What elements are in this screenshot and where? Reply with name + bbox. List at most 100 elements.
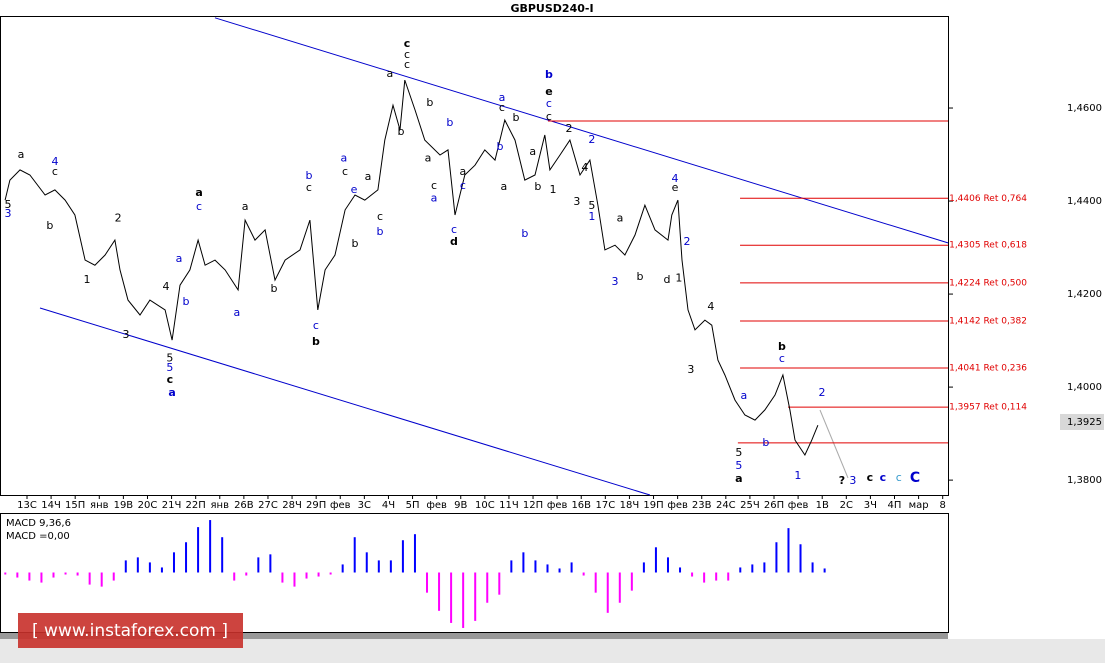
wave-label: a <box>499 91 506 104</box>
x-tick-label: 18Ч <box>620 500 640 511</box>
macd-bar <box>112 572 115 581</box>
y-tick-label: 1,4200 <box>1067 289 1102 300</box>
projection-line <box>819 409 849 479</box>
wave-label: d <box>664 273 671 286</box>
wave-label: 3 <box>849 474 856 487</box>
wave-label: a <box>501 180 508 193</box>
fib-label: 1,4406 Ret 0,764 <box>949 194 1027 204</box>
macd-bar <box>426 572 429 593</box>
x-tick-label: 23В <box>692 500 712 511</box>
macd-bar <box>233 572 236 581</box>
macd-bar <box>221 537 224 573</box>
y-tick-label: 1,4600 <box>1067 103 1102 114</box>
wave-label: b <box>46 219 53 232</box>
wave-label: b <box>778 340 786 353</box>
wave-label: 4 <box>671 172 678 185</box>
fib-label: 1,4041 Ret 0,236 <box>949 364 1027 374</box>
x-tick-label: 17С <box>595 500 615 511</box>
x-tick-label: 26П <box>764 500 784 511</box>
x-tick-label: 10С <box>475 500 495 511</box>
wave-label: a <box>176 252 183 265</box>
macd-bar <box>486 572 489 603</box>
x-tick-label: 3С <box>358 500 371 511</box>
wave-label: 5 <box>588 199 595 212</box>
wave-label: e <box>545 85 552 98</box>
wave-label: c <box>167 373 174 386</box>
fib-label: 1,4142 Ret 0,382 <box>949 317 1027 327</box>
macd-bar <box>16 572 19 578</box>
macd-bar <box>811 562 814 573</box>
macd-bar <box>498 572 501 595</box>
wave-label: 2 <box>588 133 595 146</box>
wave-label: 3 <box>573 195 580 208</box>
current-price-box <box>1060 413 1104 430</box>
trend-line <box>214 17 949 244</box>
wave-label: e <box>351 183 358 196</box>
x-tick-label: 15П <box>65 500 85 511</box>
macd-bar <box>100 572 103 587</box>
macd-bar <box>341 564 344 573</box>
wave-label: 1 <box>588 210 595 223</box>
macd-bar <box>654 547 657 573</box>
wave-label: 4 <box>707 300 714 313</box>
macd-bar <box>88 572 91 585</box>
wave-label: 3 <box>611 275 618 288</box>
wave-label: a <box>195 186 202 199</box>
x-tick-label: 26В <box>234 500 254 511</box>
wave-label: a <box>18 148 25 161</box>
macd-bar <box>329 572 332 575</box>
x-tick-label: 13С <box>17 500 37 511</box>
macd-bar <box>28 572 31 581</box>
wave-label: 2 <box>115 211 122 224</box>
macd-bar <box>136 557 139 573</box>
macd-bar <box>775 542 778 573</box>
x-tick-label: 3Ч <box>864 500 877 511</box>
wave-label: b <box>762 436 769 449</box>
macd-bar <box>353 537 356 573</box>
macd-bar <box>124 560 127 573</box>
y-tick-label: 1,4000 <box>1067 382 1102 393</box>
macd-bar <box>679 567 682 573</box>
x-tick-label: 5П <box>406 500 420 511</box>
x-tick-label: 1В <box>816 500 829 511</box>
wave-label: b <box>377 225 384 238</box>
macd-bar <box>317 572 320 577</box>
macd-bar <box>582 572 585 576</box>
macd-bar <box>618 572 621 603</box>
x-tick-label: янв <box>211 500 230 511</box>
macd-bar <box>365 552 368 573</box>
wave-label: c <box>431 179 437 192</box>
macd-bar <box>197 527 200 573</box>
macd-bar <box>52 572 55 578</box>
x-tick-label: 21Ч <box>162 500 182 511</box>
y-tick-label: 1,4400 <box>1067 196 1102 207</box>
x-tick-label: 4П <box>888 500 902 511</box>
x-tick-label: 8 <box>940 500 946 511</box>
macd-bar <box>594 572 597 593</box>
wave-label: a <box>387 67 394 80</box>
x-tick-label: 14Ч <box>41 500 61 511</box>
x-tick-label: фев <box>547 500 568 511</box>
wave-label: c <box>377 210 383 223</box>
wave-label: c <box>867 471 874 484</box>
wave-label: b <box>446 116 453 129</box>
x-tick-label: 2С <box>840 500 853 511</box>
wave-label: c <box>499 101 505 114</box>
wave-label: b <box>521 227 528 240</box>
wave-label: c <box>52 165 58 178</box>
macd-frame <box>0 513 949 633</box>
macd-bar <box>257 557 260 573</box>
macd-bar <box>64 572 67 575</box>
wave-label: c <box>404 37 411 50</box>
plot-frame <box>0 16 949 496</box>
wave-label: a <box>431 191 438 204</box>
macd-bar <box>691 572 694 577</box>
wave-label: c <box>306 181 312 194</box>
macd-bar <box>4 572 7 575</box>
fib-label: 1,3957 Ret 0,114 <box>949 403 1027 413</box>
current-price-label: 1,3925 <box>1067 417 1102 428</box>
wave-label: c <box>546 110 552 123</box>
wave-label: 5 <box>735 459 742 472</box>
wave-label: a <box>168 386 175 399</box>
wave-label: c <box>404 48 410 61</box>
